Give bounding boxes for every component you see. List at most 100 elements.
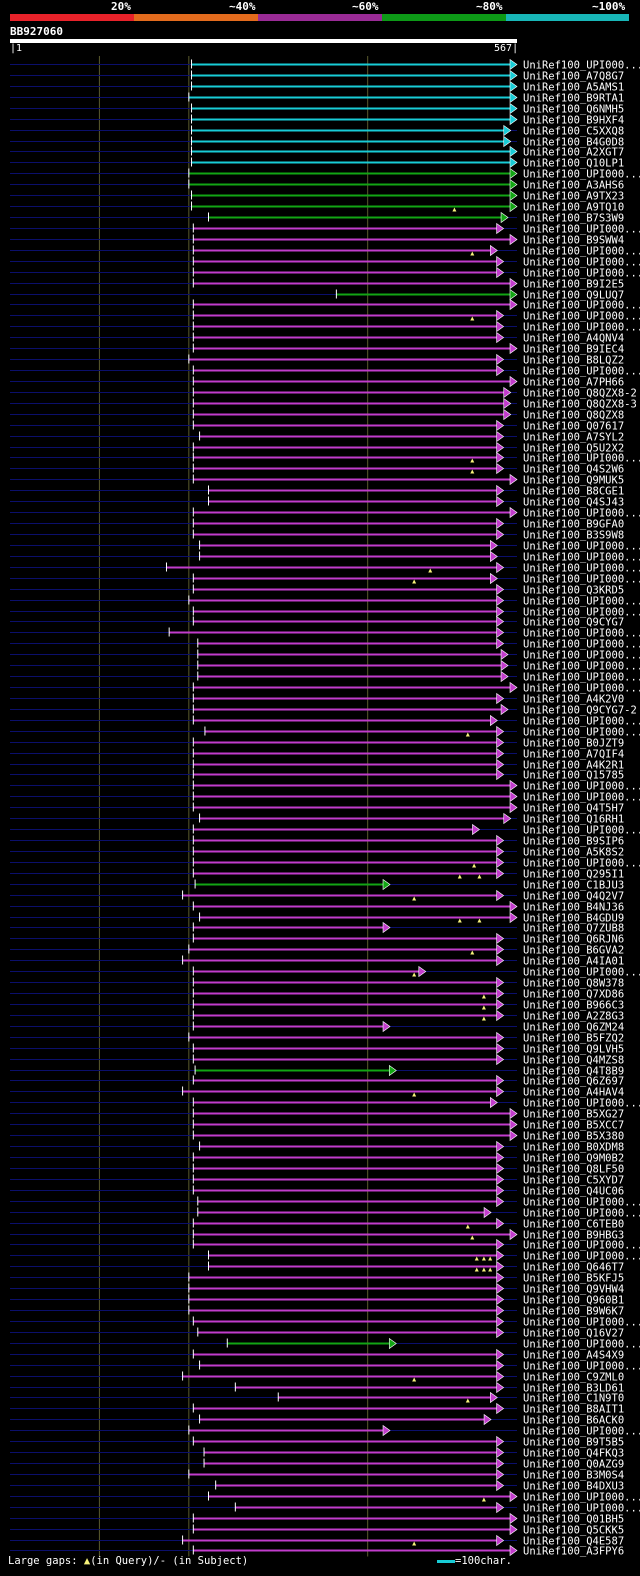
hit-label: UniRef100_UPI000... (523, 1339, 640, 1351)
hit-label: UniRef100_UPI000... (523, 672, 640, 684)
hit-end-arrow (503, 812, 512, 825)
hit-end-arrow (496, 954, 505, 967)
hit-end-arrow (496, 1534, 505, 1547)
query-id: BB927060 (10, 25, 63, 38)
hit-label: UniRef100_B8LQZ2 (523, 355, 624, 367)
hit-label: UniRef100_UPI000... (523, 639, 640, 651)
hit-label: UniRef100_C5XXQ8 (523, 126, 624, 138)
hit-end-arrow (509, 506, 518, 519)
hit-end-arrow (496, 331, 505, 344)
hit-label: UniRef100_Q8LF50 (523, 1164, 624, 1176)
hit-label: UniRef100_A5AMS1 (523, 82, 624, 94)
hit-label: UniRef100_UPI000... (523, 858, 640, 870)
hit-end-arrow (509, 790, 518, 803)
hit-label: UniRef100_Q4Q2V7 (523, 891, 624, 903)
hit-label: UniRef100_UPI000... (523, 1197, 640, 1209)
hit-label: UniRef100_UPI000... (523, 541, 640, 553)
hit-label: UniRef100_Q9CYG7-2 (523, 705, 637, 717)
hit-label: UniRef100_Q0AZG9 (523, 1459, 624, 1471)
hit-end-arrow (490, 550, 498, 563)
gap-marker (488, 1256, 493, 1261)
hit-end-arrow (496, 1315, 505, 1328)
hit-label: UniRef100_B9RTA1 (523, 93, 624, 105)
hit-label: UniRef100_UPI000... (523, 727, 640, 739)
gap-marker (488, 1267, 493, 1272)
hit-label: UniRef100_Q07617 (523, 421, 624, 433)
hit-label: UniRef100_UPI000... (523, 967, 640, 979)
hit-label: UniRef100_B9SIP6 (523, 836, 624, 848)
hit-end-arrow (496, 1217, 505, 1230)
hit-label: UniRef100_A4K2R1 (523, 760, 624, 772)
hit-label: UniRef100_Q4T8B9 (523, 1066, 624, 1078)
hit-end-arrow (496, 1162, 505, 1175)
gap-marker (465, 1398, 470, 1403)
hit-end-arrow (496, 998, 505, 1011)
hit-label: UniRef100_B3M0S4 (523, 1470, 624, 1482)
hit-end-arrow (496, 462, 505, 475)
hit-label: UniRef100_UPI000... (523, 1098, 640, 1110)
hit-label: UniRef100_Q4MZS8 (523, 1055, 624, 1067)
hit-end-arrow (509, 1118, 518, 1131)
hit-end-arrow (496, 736, 505, 749)
hit-label: UniRef100_Q8QZX8-2 (523, 388, 637, 400)
scale-band-purple (258, 14, 382, 21)
gap-marker (428, 568, 433, 573)
hit-label: UniRef100_UPI000... (523, 628, 640, 640)
hit-end-arrow (496, 561, 505, 574)
gap-marker (472, 863, 477, 868)
hit-label: UniRef100_A3FPY6 (523, 1546, 624, 1558)
gap-marker (465, 1224, 470, 1229)
gap-marker (481, 1005, 486, 1010)
hit-label: UniRef100_UPI000... (523, 311, 640, 323)
hit-end-arrow (496, 758, 505, 771)
hit-label: UniRef100_UPI000... (523, 716, 640, 728)
gap-marker (412, 1541, 417, 1546)
hit-end-arrow (496, 1031, 505, 1044)
hit-label: UniRef100_B0XDM8 (523, 1142, 624, 1154)
hit-end-arrow (496, 1359, 505, 1372)
hit-end-arrow (496, 309, 505, 322)
hit-label: UniRef100_B9HBG3 (523, 1230, 624, 1242)
hit-label: UniRef100_B5KFJ5 (523, 1273, 624, 1285)
hit-label: UniRef100_A9TX23 (523, 191, 624, 203)
hit-end-arrow (382, 878, 391, 891)
hit-end-arrow (496, 430, 505, 443)
hit-label: UniRef100_UPI000... (523, 792, 640, 804)
hit-label: UniRef100_Q8W378 (523, 978, 624, 990)
hit-label: UniRef100_A9TQ10 (523, 202, 624, 214)
hit-end-arrow (496, 1085, 505, 1098)
hit-end-arrow (496, 1195, 505, 1208)
hit-label: UniRef100_Q6Z697 (523, 1076, 624, 1088)
hit-label: UniRef100_A7Q8G7 (523, 71, 624, 83)
hit-label: UniRef100_C1BJU3 (523, 880, 624, 892)
hit-end-arrow (490, 1391, 498, 1404)
hit-label: UniRef100_A2XGT7 (523, 147, 624, 159)
hit-label: UniRef100_UPI000... (523, 1426, 640, 1438)
hit-label: UniRef100_UPI000... (523, 246, 640, 258)
hit-label: UniRef100_Q4SJ43 (523, 497, 624, 509)
hit-end-arrow (500, 211, 509, 224)
gap-marker (457, 874, 462, 879)
hit-end-arrow (509, 69, 518, 82)
hit-label: UniRef100_Q16RH1 (523, 814, 624, 826)
gap-marker (481, 994, 486, 999)
gap-marker (412, 972, 417, 977)
hit-label: UniRef100_UPI000... (523, 825, 640, 837)
hit-end-arrow (496, 222, 505, 235)
gap-legend-label: Large gaps: (8, 1555, 78, 1567)
hit-end-arrow (496, 725, 505, 738)
hit-label: UniRef100_Q7XD86 (523, 989, 624, 1001)
hit-end-arrow (500, 703, 509, 716)
gap-legend: Large gaps: ▲(in Query)/- (in Subject) (8, 1555, 248, 1567)
gap-marker (412, 1092, 417, 1097)
gap-legend-subject: /- (in Subject) (153, 1555, 249, 1567)
hit-end-arrow (490, 572, 498, 585)
hit-end-arrow (496, 615, 505, 628)
hit-label: UniRef100_A4IA01 (523, 956, 624, 968)
hit-label: UniRef100_Q6NMH5 (523, 104, 624, 116)
gap-marker (470, 469, 475, 474)
hit-end-arrow (388, 1064, 397, 1077)
hit-end-arrow (496, 1435, 505, 1448)
hit-label: UniRef100_UPI000... (523, 300, 640, 312)
